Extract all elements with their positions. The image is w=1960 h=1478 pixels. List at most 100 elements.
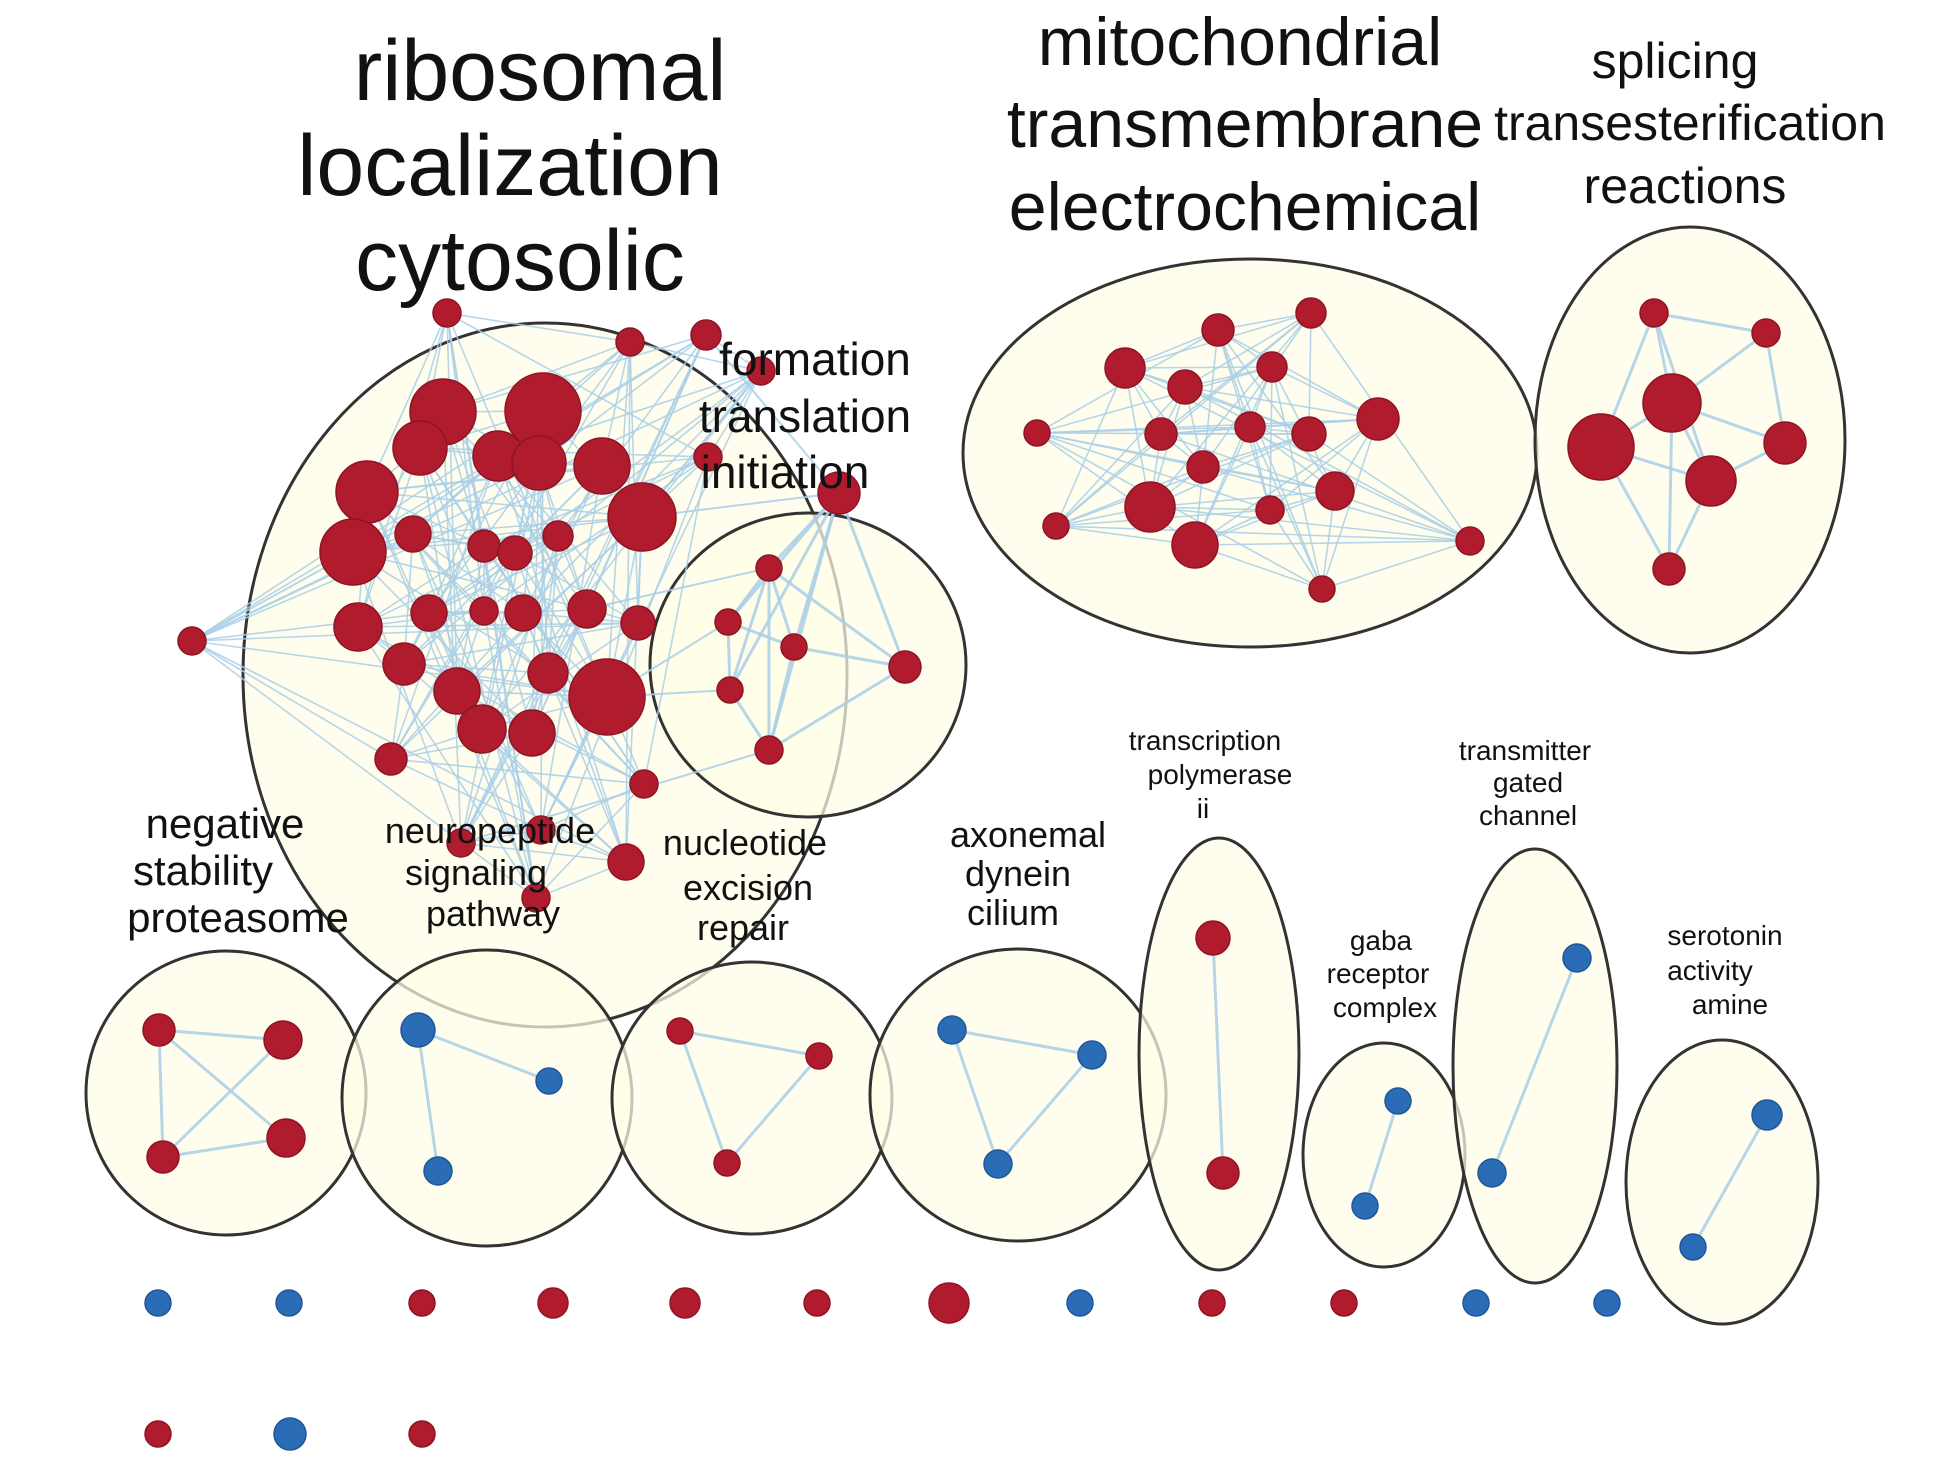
edge-ribosomal-9 — [446, 312, 709, 458]
cluster-label-transcription-line-1: transcription — [1129, 725, 1282, 756]
edge-translation-12 — [793, 645, 906, 669]
edge-neuropeptide-0 — [417, 1028, 550, 1083]
node-mitochondrial-4 — [1167, 369, 1203, 405]
node-translation-4 — [716, 676, 744, 704]
edge-translation-3 — [728, 492, 841, 691]
node-ribosomal-33 — [177, 626, 207, 656]
node-ribosomal-28 — [629, 769, 659, 799]
cluster-label-transmitter-line-1: transmitter — [1459, 735, 1591, 766]
edge-mitochondrial-5 — [1202, 312, 1312, 468]
node-ribosomal-32 — [521, 883, 551, 913]
node-ribosomal-6 — [511, 435, 567, 491]
edge-ribosomal-182 — [540, 783, 645, 831]
node-splicing-5 — [1685, 455, 1737, 507]
edge-ribosomal-111 — [514, 552, 639, 624]
edge-mitochondrial-83 — [1269, 509, 1323, 590]
edge-splicing-0 — [1653, 311, 1767, 335]
node-singletons-5 — [803, 1289, 831, 1317]
node-transcription-1 — [1206, 1156, 1240, 1190]
node-transmitter-1 — [1477, 1158, 1507, 1188]
edge-cross-4 — [586, 567, 770, 610]
edge-mitochondrial-11 — [1217, 329, 1379, 420]
cluster-label-serotonin-line-1: serotonin — [1667, 920, 1782, 951]
node-translation-3 — [780, 633, 808, 661]
node-neuropeptide-2 — [423, 1156, 453, 1186]
edge-mitochondrial-88 — [1321, 540, 1471, 590]
node-proteasome-3 — [266, 1118, 306, 1158]
edge-ribosomal-184 — [643, 456, 709, 785]
edge-ribosomal-189 — [460, 334, 707, 844]
edge-ribosomal-197 — [707, 370, 762, 458]
cluster-label-translation-line-3: initiation — [701, 446, 870, 498]
cluster-label-ribosomal-line-1: ribosomal — [354, 23, 727, 119]
edge-mitochondrial-22 — [1124, 367, 1204, 468]
cluster-label-nucleotide-line-1: nucleotide — [663, 822, 827, 863]
node-singletons-11 — [1593, 1289, 1621, 1317]
cluster-label-axonemal-line-2: dynein — [965, 853, 1071, 894]
node-singletons-1 — [275, 1289, 303, 1317]
cluster-label-proteasome-line-2: stability — [133, 847, 273, 894]
node-mitochondrial-5 — [1356, 397, 1400, 441]
edge-mitochondrial-40 — [1184, 386, 1471, 542]
nodes-layer — [142, 297, 1807, 1451]
node-splicing-4 — [1763, 421, 1807, 465]
node-ribosomal-13 — [497, 535, 533, 571]
node-ribosomal-15 — [410, 594, 448, 632]
edge-ribosomal-70 — [540, 465, 603, 831]
edge-ribosomal-159 — [403, 370, 762, 665]
node-singletons-12 — [144, 1420, 172, 1448]
node-ribosomal-4 — [392, 420, 448, 476]
edge-translation-1 — [726, 492, 841, 623]
node-ribosomal-10 — [319, 518, 387, 586]
node-nucleotide-1 — [805, 1042, 833, 1070]
edge-nucleotide-1 — [678, 1030, 729, 1164]
edge-transcription-0 — [1211, 937, 1225, 1174]
edge-ribosomal-0 — [446, 312, 631, 343]
node-singletons-14 — [408, 1420, 436, 1448]
edge-mitochondrial-7 — [1055, 312, 1312, 527]
node-ribosomal-31 — [607, 843, 645, 881]
node-ribosomal-36 — [693, 442, 723, 472]
edge-mitochondrial-59 — [1249, 426, 1323, 590]
node-mitochondrial-13 — [1255, 495, 1285, 525]
edge-axonemal-0 — [951, 1028, 1093, 1057]
cluster-ellipse-serotonin — [1624, 1038, 1820, 1326]
edge-proteasome-4 — [162, 1136, 287, 1159]
cluster-label-transmitter-line-2: gated — [1493, 767, 1563, 798]
edge-mitochondrial-70 — [1202, 466, 1336, 492]
node-singletons-6 — [928, 1282, 970, 1324]
edge-ribosomal-108 — [483, 456, 709, 547]
node-singletons-2 — [408, 1289, 436, 1317]
node-mitochondrial-3 — [1256, 351, 1288, 383]
cluster-label-nucleotide-line-2: excision — [683, 867, 813, 908]
edge-ribosomal-194 — [191, 334, 707, 642]
edge-mitochondrial-33 — [1271, 366, 1323, 590]
node-ribosomal-12 — [467, 529, 501, 563]
cluster-label-splicing-line-1: splicing — [1592, 33, 1759, 89]
node-ribosomal-20 — [333, 602, 383, 652]
edge-mitochondrial-18 — [1124, 366, 1273, 369]
edge-translation-4 — [837, 492, 907, 668]
edge-proteasome-2 — [158, 1028, 287, 1140]
edge-mitochondrial-85 — [1055, 525, 1471, 542]
node-ribosomal-34 — [690, 319, 722, 351]
edge-mitochondrial-16 — [1194, 329, 1219, 546]
node-nucleotide-0 — [666, 1017, 694, 1045]
cluster-ellipse-gaba — [1301, 1041, 1467, 1269]
node-singletons-8 — [1198, 1289, 1226, 1317]
node-axonemal-2 — [983, 1149, 1013, 1179]
edge-ribosomal-2 — [366, 312, 448, 493]
node-transmitter-0 — [1562, 943, 1592, 973]
edge-serotonin-0 — [1691, 1114, 1769, 1248]
edge-ribosomal-195 — [191, 370, 762, 642]
node-ribosomal-23 — [568, 658, 646, 736]
node-ribosomal-7 — [573, 437, 631, 495]
cluster-label-proteasome-line-3: proteasome — [127, 894, 349, 941]
node-translation-6 — [754, 735, 784, 765]
node-ribosomal-26 — [508, 709, 556, 757]
node-ribosomal-18 — [567, 589, 607, 629]
edge-ribosomal-63 — [538, 334, 707, 464]
cluster-label-translation-line-1: formation — [719, 333, 911, 385]
node-mitochondrial-12 — [1124, 481, 1176, 533]
edge-gaba-0 — [1363, 1100, 1400, 1207]
